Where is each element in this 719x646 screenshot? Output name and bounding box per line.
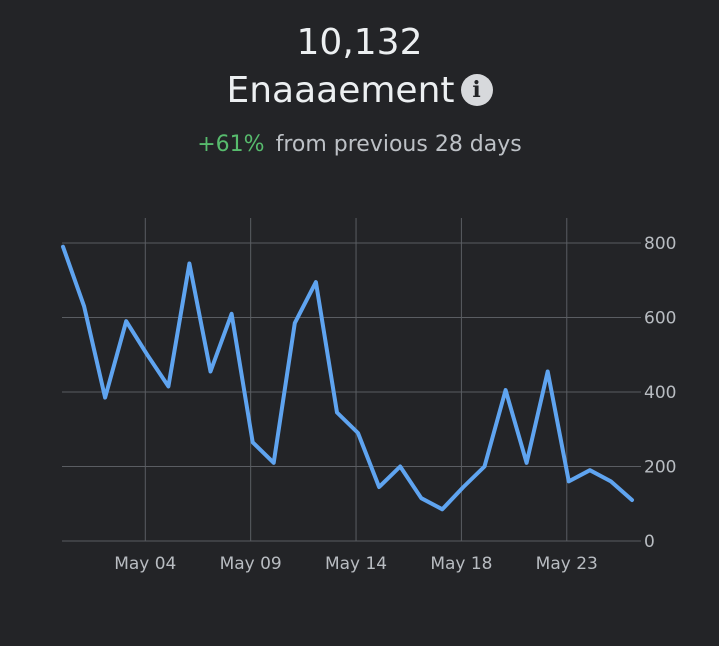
y-tick-label: 400 [644,383,676,403]
metric-title: Enaaaement [226,70,455,111]
data-point [293,321,297,325]
x-tick-label: May 09 [220,554,282,574]
data-point [461,485,465,489]
data-point [398,465,402,469]
x-tick-label: May 23 [536,554,598,574]
change-label: from previous 28 days [275,132,522,157]
x-tick-label: May 04 [114,554,176,574]
data-point [230,312,234,316]
metric-title-row: Enaaaement i [0,70,719,111]
data-point [588,468,592,472]
data-point [440,507,444,511]
data-point [166,384,170,388]
data-point [356,431,360,435]
data-point [483,465,487,469]
data-point [103,396,107,400]
change-row: +61% from previous 28 days [0,132,719,157]
x-tick-label: May 18 [430,554,492,574]
data-point [419,496,423,500]
data-point [525,461,529,465]
data-point [335,411,339,415]
data-point [272,461,276,465]
engagement-series-line [61,244,634,512]
data-point [567,479,571,483]
info-icon[interactable]: i [460,74,493,106]
horizontal-gridlines [62,242,641,542]
data-point [504,388,508,392]
data-point [124,319,128,323]
data-point [251,440,255,444]
data-point [145,353,149,357]
data-point [546,370,550,374]
y-tick-label: 800 [644,234,676,254]
y-axis-labels: 0 200 400 600 800 [644,234,676,552]
y-tick-label: 600 [644,309,676,329]
data-point [377,485,381,489]
x-tick-label: May 14 [325,554,387,574]
y-tick-label: 0 [644,532,655,552]
data-point [61,245,65,249]
data-point [630,498,634,502]
vertical-gridlines [144,218,568,541]
y-tick-label: 200 [644,458,676,478]
data-point [314,280,318,284]
data-point [209,370,213,374]
data-point [609,479,613,483]
x-axis-labels: May 04 May 09 May 14 May 18 May 23 [114,554,598,574]
data-point [187,262,191,266]
metric-value: 10,132 [296,22,423,63]
data-point [82,304,86,308]
change-percentage: +61% [197,132,265,157]
series-layer [61,244,634,512]
